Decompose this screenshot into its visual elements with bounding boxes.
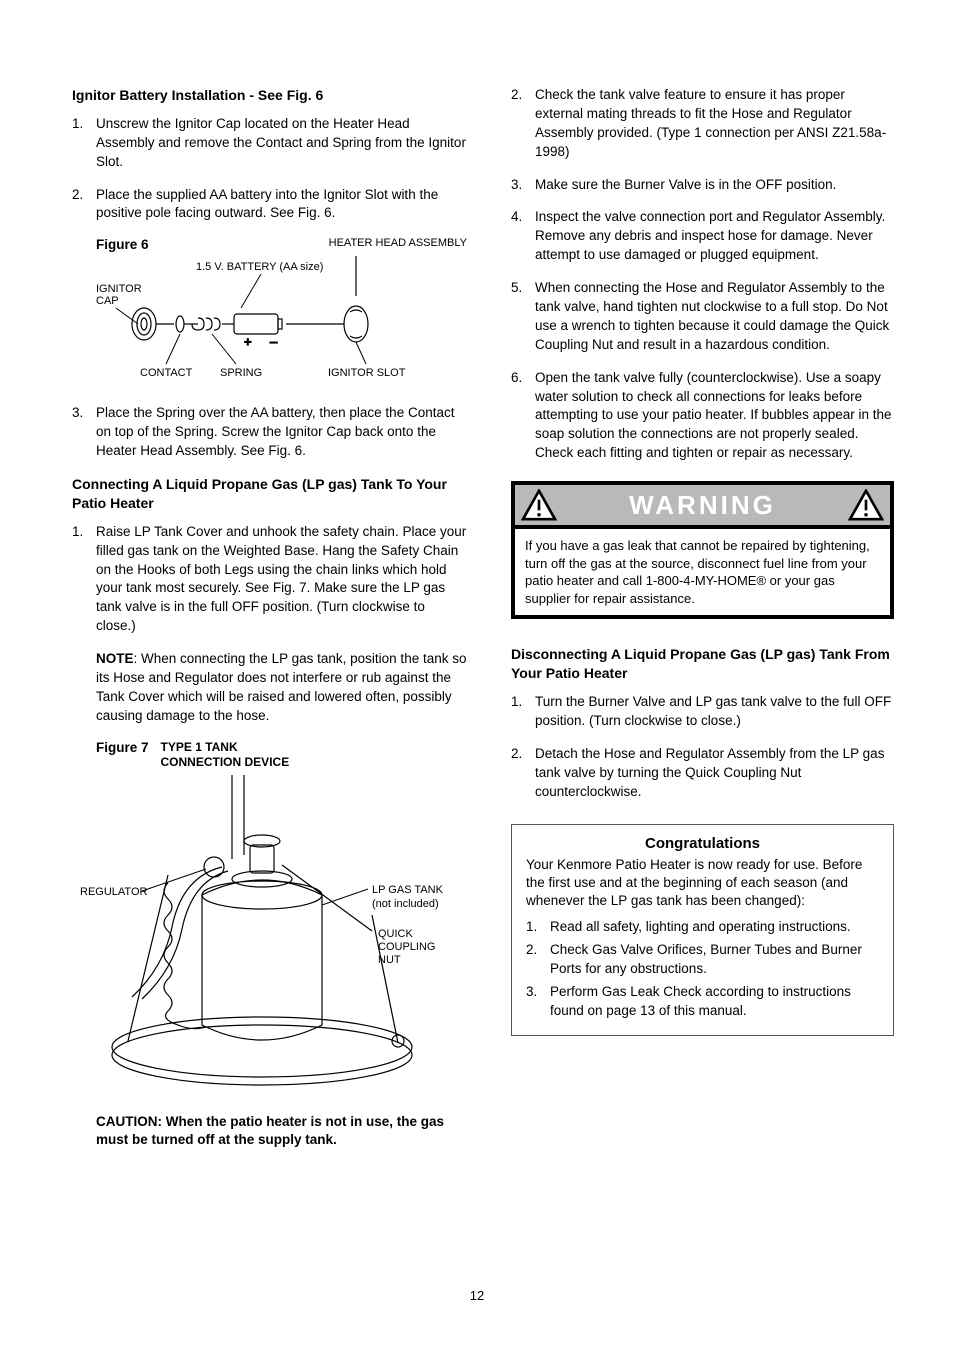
warning-title: WARNING bbox=[557, 490, 848, 521]
note-text: : When connecting the LP gas tank, posit… bbox=[96, 651, 466, 723]
list-text: Detach the Hose and Regulator Assembly f… bbox=[535, 746, 884, 799]
list-item: 1.Unscrew the Ignitor Cap located on the… bbox=[72, 115, 467, 172]
figure-6-label: Figure 6 bbox=[96, 237, 149, 252]
list-item: 5.When connecting the Hose and Regulator… bbox=[511, 279, 894, 355]
congratulations-box: Congratulations Your Kenmore Patio Heate… bbox=[511, 824, 894, 1036]
list-text: Place the Spring over the AA battery, th… bbox=[96, 405, 454, 458]
svg-text:NUT: NUT bbox=[378, 954, 401, 966]
list-item: 2.Check Gas Valve Orifices, Burner Tubes… bbox=[526, 941, 879, 979]
connecting-steps: 1.Raise LP Tank Cover and unhook the saf… bbox=[72, 523, 467, 636]
fig7-regulator-label: REGULATOR bbox=[80, 886, 147, 898]
list-text: Raise LP Tank Cover and unhook the safet… bbox=[96, 524, 466, 633]
svg-text:COUPLING: COUPLING bbox=[378, 941, 435, 953]
list-text: When connecting the Hose and Regulator A… bbox=[535, 280, 889, 352]
fig7-ni-label: (not included) bbox=[372, 898, 439, 910]
svg-text:–: – bbox=[270, 334, 278, 349]
figure-7-caption: TYPE 1 TANK CONNECTION DEVICE bbox=[161, 740, 301, 771]
figure-6-svg: 1.5 V. BATTERY (AA size) IGNITOR CAP bbox=[96, 256, 426, 386]
caution-text: CAUTION: When the patio heater is not in… bbox=[72, 1113, 467, 1149]
page: Ignitor Battery Installation - See Fig. … bbox=[72, 86, 894, 1149]
ignitor-steps: 1.Unscrew the Ignitor Cap located on the… bbox=[72, 115, 467, 223]
fig6-heater-head-label: HEATER HEAD ASSEMBLY bbox=[329, 237, 467, 250]
fig6-spring-label: SPRING bbox=[220, 367, 262, 379]
disconnect-steps: 1.Turn the Burner Valve and LP gas tank … bbox=[511, 693, 894, 801]
section-disconnecting-title: Disconnecting A Liquid Propane Gas (LP g… bbox=[511, 645, 894, 683]
list-item: 2.Check the tank valve feature to ensure… bbox=[511, 86, 894, 162]
figure-7: Figure 7 TYPE 1 TANK CONNECTION DEVICE bbox=[72, 740, 467, 1095]
list-text: Turn the Burner Valve and LP gas tank va… bbox=[535, 694, 891, 728]
warning-triangle-icon bbox=[848, 489, 884, 521]
ignitor-steps-cont: 3.Place the Spring over the AA battery, … bbox=[72, 404, 467, 461]
fig6-battery-label: 1.5 V. BATTERY (AA size) bbox=[196, 261, 323, 273]
list-item: 4.Inspect the valve connection port and … bbox=[511, 208, 894, 265]
list-text: Check Gas Valve Orifices, Burner Tubes a… bbox=[550, 942, 862, 976]
list-text: Perform Gas Leak Check according to inst… bbox=[550, 984, 851, 1018]
page-number: 12 bbox=[470, 1288, 484, 1303]
fig7-tank-label: LP GAS TANK bbox=[372, 884, 444, 896]
congrats-list: 1.Read all safety, lighting and operatin… bbox=[526, 918, 879, 1020]
list-text: Read all safety, lighting and operating … bbox=[550, 919, 851, 934]
congrats-title: Congratulations bbox=[526, 835, 879, 852]
svg-text:QUICK: QUICK bbox=[378, 928, 414, 940]
section-connecting-title: Connecting A Liquid Propane Gas (LP gas)… bbox=[72, 475, 467, 513]
list-item: 6.Open the tank valve fully (countercloc… bbox=[511, 369, 894, 463]
list-text: Inspect the valve connection port and Re… bbox=[535, 209, 885, 262]
warning-body: If you have a gas leak that cannot be re… bbox=[515, 529, 890, 615]
list-item: 1.Read all safety, lighting and operatin… bbox=[526, 918, 879, 937]
list-item: 2.Place the supplied AA battery into the… bbox=[72, 186, 467, 224]
note-paragraph: NOTE: When connecting the LP gas tank, p… bbox=[72, 650, 467, 726]
list-item: 2.Detach the Hose and Regulator Assembly… bbox=[511, 745, 894, 802]
list-text: Check the tank valve feature to ensure i… bbox=[535, 87, 886, 159]
connecting-steps-right: 2.Check the tank valve feature to ensure… bbox=[511, 86, 894, 463]
fig6-slot-label: IGNITOR SLOT bbox=[328, 367, 406, 379]
list-text: Make sure the Burner Valve is in the OFF… bbox=[535, 177, 836, 192]
note-label: NOTE bbox=[96, 651, 134, 666]
list-item: 1.Turn the Burner Valve and LP gas tank … bbox=[511, 693, 894, 731]
list-item: 3.Place the Spring over the AA battery, … bbox=[72, 404, 467, 461]
congrats-intro: Your Kenmore Patio Heater is now ready f… bbox=[526, 856, 879, 911]
list-item: 3.Perform Gas Leak Check according to in… bbox=[526, 983, 879, 1021]
right-column: 2.Check the tank valve feature to ensure… bbox=[511, 86, 894, 1149]
section-ignitor-title: Ignitor Battery Installation - See Fig. … bbox=[72, 86, 467, 105]
list-text: Open the tank valve fully (counterclockw… bbox=[535, 370, 892, 461]
list-item: 1.Raise LP Tank Cover and unhook the saf… bbox=[72, 523, 467, 636]
figure-7-label: Figure 7 bbox=[96, 740, 149, 755]
list-text: Place the supplied AA battery into the I… bbox=[96, 187, 438, 221]
list-text: Unscrew the Ignitor Cap located on the H… bbox=[96, 116, 466, 169]
warning-box: WARNING If you have a gas leak that cann… bbox=[511, 481, 894, 619]
left-column: Ignitor Battery Installation - See Fig. … bbox=[72, 86, 467, 1149]
fig6-contact-label: CONTACT bbox=[140, 367, 193, 379]
warning-triangle-icon bbox=[521, 489, 557, 521]
fig6-cap-label-2: CAP bbox=[96, 295, 119, 307]
figure-7-svg: REGULATOR LP GAS TANK (not included) QUI… bbox=[72, 775, 462, 1095]
svg-text:+: + bbox=[244, 334, 252, 349]
figure-6: Figure 6 HEATER HEAD ASSEMBLY 1.5 V. BAT… bbox=[96, 237, 467, 386]
warning-header: WARNING bbox=[515, 485, 890, 529]
fig6-cap-label-1: IGNITOR bbox=[96, 283, 142, 295]
list-item: 3.Make sure the Burner Valve is in the O… bbox=[511, 176, 894, 195]
